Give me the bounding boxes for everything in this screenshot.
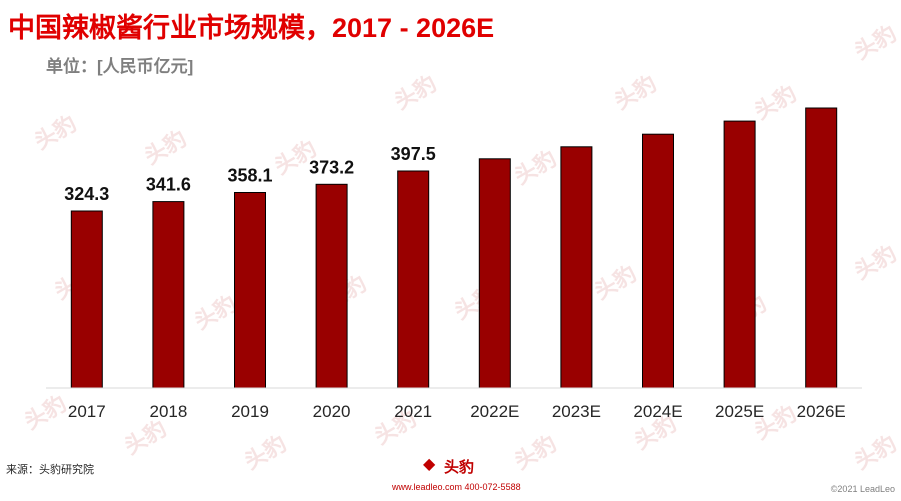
bar-2026E (805, 107, 838, 389)
watermark-mark: 头豹 (850, 241, 901, 286)
x-tick-label: 2023E (552, 402, 601, 421)
bar-2024E (642, 133, 674, 389)
bar-2019 (234, 192, 266, 389)
chart-title: 中国辣椒酱行业市场规模，2017 - 2026E (8, 13, 495, 43)
watermark-mark: 头豹 (140, 126, 191, 171)
x-tick-label: 2021 (394, 402, 432, 421)
data-labels: 324.3 341.6 358.1 373.2 397.5 (64, 144, 435, 204)
x-tick-label: 2017 (68, 402, 106, 421)
bar-group (70, 107, 838, 389)
x-tick-label: 2020 (313, 402, 351, 421)
watermark-mark: 头豹 (750, 81, 801, 126)
bar-2017 (70, 210, 103, 389)
watermark-mark: 头豹 (510, 146, 561, 191)
data-label: 373.2 (309, 157, 354, 177)
watermark-mark: 头豹 (850, 21, 901, 66)
x-tick-label: 2019 (231, 402, 269, 421)
data-label: 397.5 (391, 144, 436, 164)
data-label: 358.1 (227, 166, 272, 186)
watermark-mark: 头豹 (610, 71, 661, 116)
bar-2025E (723, 120, 756, 389)
bar-2023E (560, 146, 593, 389)
bar-2020 (315, 183, 348, 389)
x-axis-ticks: 2017 2018 2019 2020 2021 2022E 2023E 2024E 2025E… (68, 402, 846, 421)
bar-2022E (478, 158, 511, 389)
x-tick-label: 2025E (715, 402, 764, 421)
watermark-mark: 头豹 (190, 291, 241, 336)
brand-logo-text: 头豹 (444, 458, 475, 476)
watermark-mark: 头豹 (20, 391, 71, 436)
x-tick-label: 2018 (149, 402, 187, 421)
copyright-note: ©2021 LeadLeo (830, 484, 895, 494)
watermark-mark: 头豹 (850, 431, 901, 476)
watermark-mark: 头豹 (120, 416, 171, 461)
chart-unit-subtitle: 单位：[人民币亿元] (46, 57, 194, 76)
bar-2021 (397, 170, 430, 389)
data-label: 324.3 (64, 184, 109, 204)
bar-2018 (152, 201, 185, 389)
data-label: 341.6 (146, 175, 191, 195)
watermark-mark: 头豹 (240, 431, 291, 476)
watermark-mark: 头豹 (30, 111, 81, 156)
leopard-logo-icon: ◆ (423, 456, 436, 473)
x-tick-label: 2024E (633, 402, 682, 421)
footer-brand: ◆ 头豹 www.leadleo.com 400-072-5588 (392, 456, 562, 496)
source-note: 来源：头豹研究院 (6, 464, 94, 476)
website-contact[interactable]: www.leadleo.com 400-072-5588 (392, 482, 521, 492)
watermark-mark: 头豹 (390, 71, 441, 116)
x-tick-label: 2022E (470, 402, 519, 421)
x-tick-label: 2026E (797, 402, 846, 421)
watermark-mark: 头豹 (590, 261, 641, 306)
